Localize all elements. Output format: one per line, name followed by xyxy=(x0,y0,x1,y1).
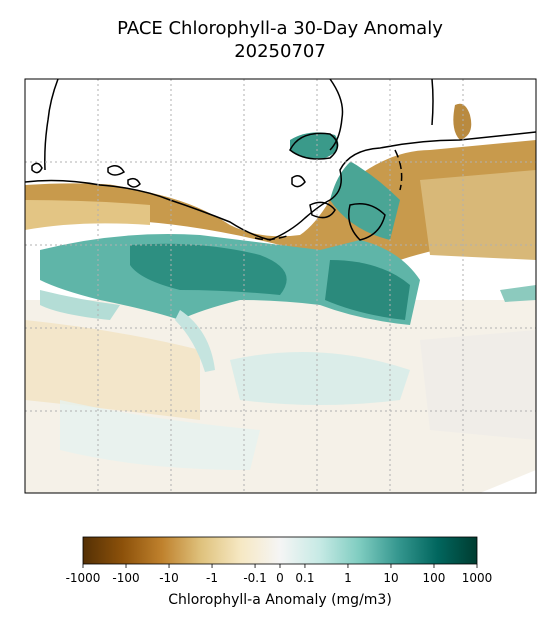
map xyxy=(25,79,536,493)
colorbar-tick-label: 100 xyxy=(423,571,446,585)
colorbar-tick-label: 1000 xyxy=(462,571,493,585)
colorbar-tick-label: -1000 xyxy=(66,571,101,585)
subtitle: 20250707 xyxy=(234,41,326,62)
title: PACE Chlorophyll-a 30-Day Anomaly xyxy=(117,18,443,39)
colorbar-gradient xyxy=(82,536,478,565)
colorbar-tick-label: 0 xyxy=(276,571,284,585)
colorbar-tick-label: 10 xyxy=(383,571,398,585)
colorbar-tick-label: -100 xyxy=(112,571,139,585)
colorbar-label: Chlorophyll-a Anomaly (mg/m3) xyxy=(168,592,392,608)
map-frame xyxy=(24,78,537,494)
colorbar-tick-label: 1 xyxy=(344,571,352,585)
colorbar-tick-label: -0.1 xyxy=(243,571,266,585)
colorbar-tick-label: 0.1 xyxy=(295,571,314,585)
colorbar-tick-label: -1 xyxy=(206,571,218,585)
colorbar-tick-label: -10 xyxy=(159,571,179,585)
colorbar: -1000 -100 -10 -1 -0.1 0 0.1 1 10 100 1000 xyxy=(66,536,493,585)
